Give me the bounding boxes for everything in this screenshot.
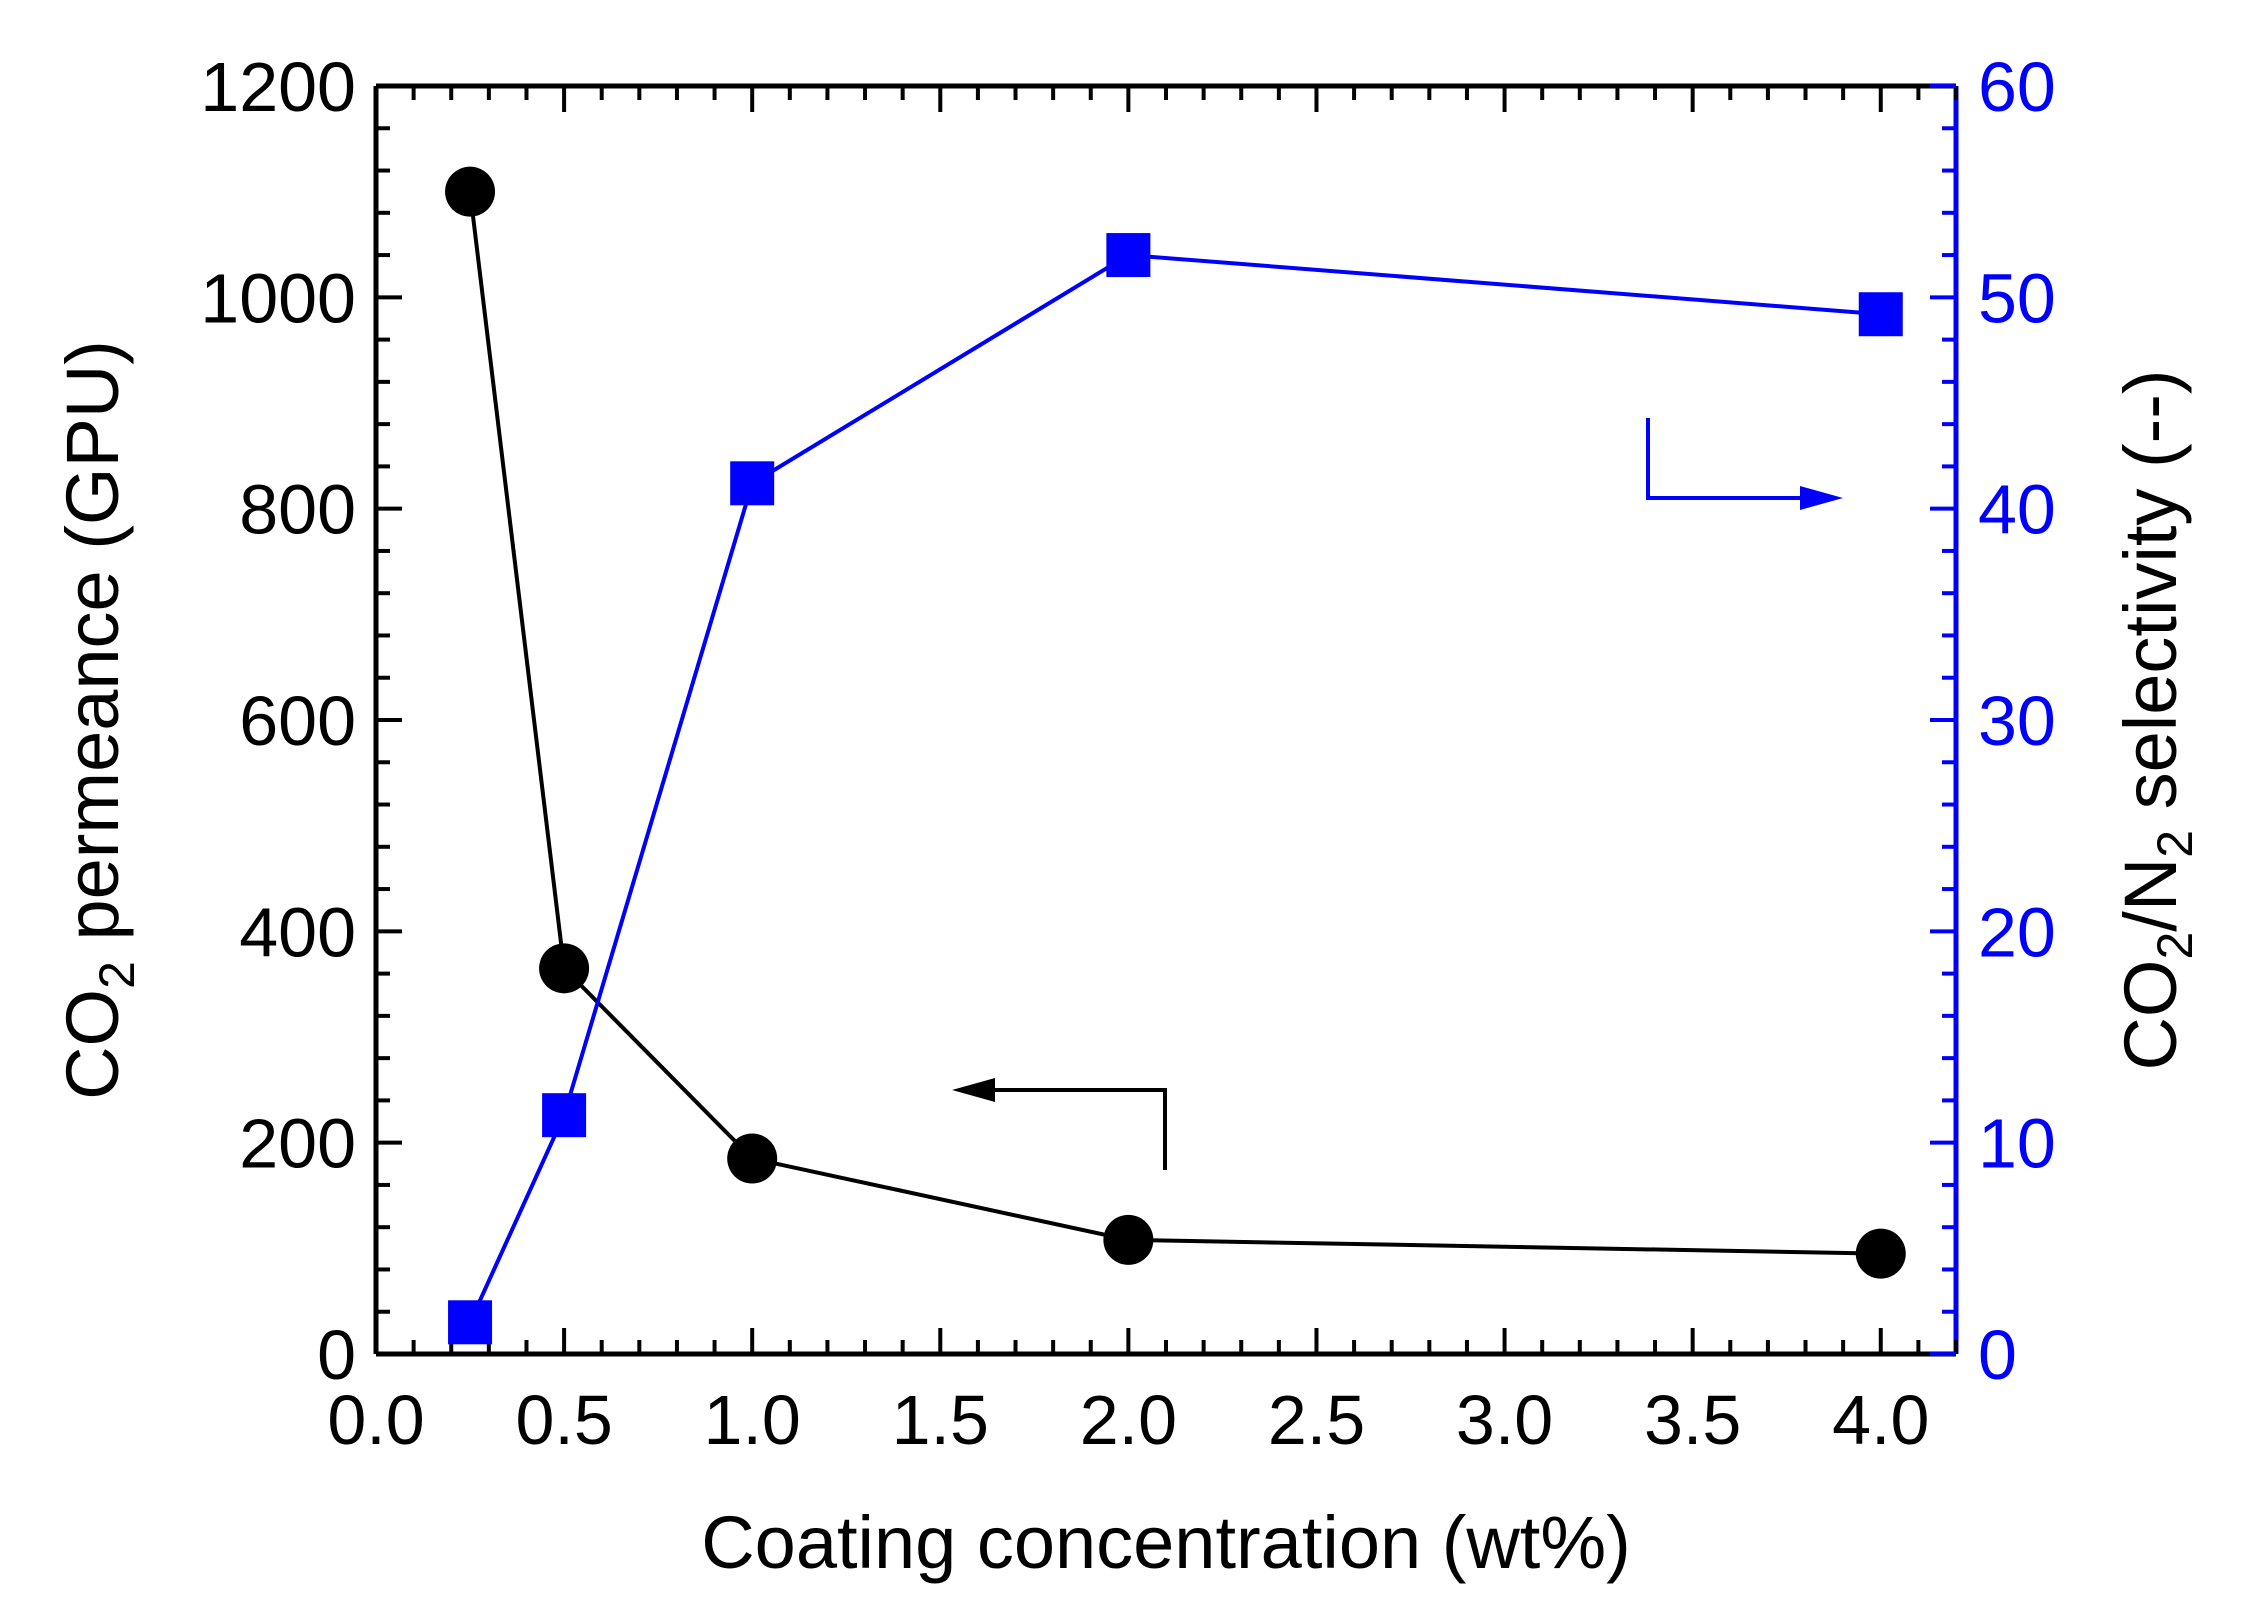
x-tick-label: 4.0 xyxy=(1832,1381,1929,1459)
title-text: selectivity (--) xyxy=(2109,369,2192,829)
series-right-point xyxy=(1858,292,1903,337)
series-left-point xyxy=(445,166,496,217)
right-y-tick-label: 30 xyxy=(1978,682,2056,760)
x-tick-label: 1.0 xyxy=(704,1381,801,1459)
right-y-tick-label: 0 xyxy=(1978,1316,2017,1394)
left-y-tick-label: 400 xyxy=(239,893,356,971)
left-y-axis-title: CO2 permeance (GPU) xyxy=(51,340,145,1100)
x-tick-label: 1.5 xyxy=(892,1381,989,1459)
annotations xyxy=(952,418,1843,1170)
axes: 0.0 0.5 1.0 1.5 2.0 2.5 3.0 3.5 4.00200400600800… xyxy=(200,48,2056,1459)
x-tick-label: 2.0 xyxy=(1080,1381,1177,1459)
left-y-tick-label: 1000 xyxy=(200,259,356,337)
x-tick-label: 0.0 xyxy=(327,1381,424,1459)
left-y-tick-label: 600 xyxy=(239,682,356,760)
series-left-point xyxy=(1103,1214,1154,1265)
series-right-point xyxy=(542,1093,587,1138)
title-subscript: 2 xyxy=(89,961,145,989)
left-y-tick-label: 1200 xyxy=(200,48,356,126)
left-y-tick-label: 0 xyxy=(317,1316,356,1394)
x-tick-label: 2.5 xyxy=(1268,1381,1365,1459)
x-tick-label: 3.0 xyxy=(1456,1381,1553,1459)
left-y-tick-label: 200 xyxy=(239,1105,356,1183)
right-y-tick-label: 20 xyxy=(1978,893,2056,971)
title-text: CO xyxy=(51,989,134,1100)
right-axis-arrow-head xyxy=(1800,486,1843,510)
series-right-point xyxy=(730,461,775,506)
series-right-point xyxy=(1106,233,1151,278)
right-axis-arrow-line xyxy=(1646,418,1805,500)
right-y-tick-label: 40 xyxy=(1978,471,2056,549)
left-axis-arrow-head xyxy=(952,1078,995,1102)
right-y-tick-label: 50 xyxy=(1978,259,2056,337)
title-text: permeance (GPU) xyxy=(51,340,134,961)
series-right-point xyxy=(448,1300,493,1345)
series-right-line xyxy=(468,253,1881,1324)
title-subscript: 2 xyxy=(2147,932,2203,960)
x-tick-label: 0.5 xyxy=(515,1381,612,1459)
title-text: CO xyxy=(2109,960,2192,1071)
right-y-tick-label: 60 xyxy=(1978,48,2056,126)
title-subscript: 2 xyxy=(2147,830,2203,858)
x-tick-label: 3.5 xyxy=(1644,1381,1741,1459)
title-text: /N xyxy=(2109,858,2192,932)
right-y-tick-label: 10 xyxy=(1978,1105,2056,1183)
series-left-point xyxy=(539,943,590,994)
right-y-axis-title: CO2/N2 selectivity (--) xyxy=(2109,369,2203,1070)
left-y-tick-label: 800 xyxy=(239,471,356,549)
x-axis-title: Coating concentration (wt%) xyxy=(701,1501,1631,1584)
series-left-point xyxy=(1855,1228,1906,1279)
left-axis-arrow-line xyxy=(990,1088,1167,1170)
series-layer xyxy=(445,166,1906,1345)
series-left-point xyxy=(727,1133,778,1184)
